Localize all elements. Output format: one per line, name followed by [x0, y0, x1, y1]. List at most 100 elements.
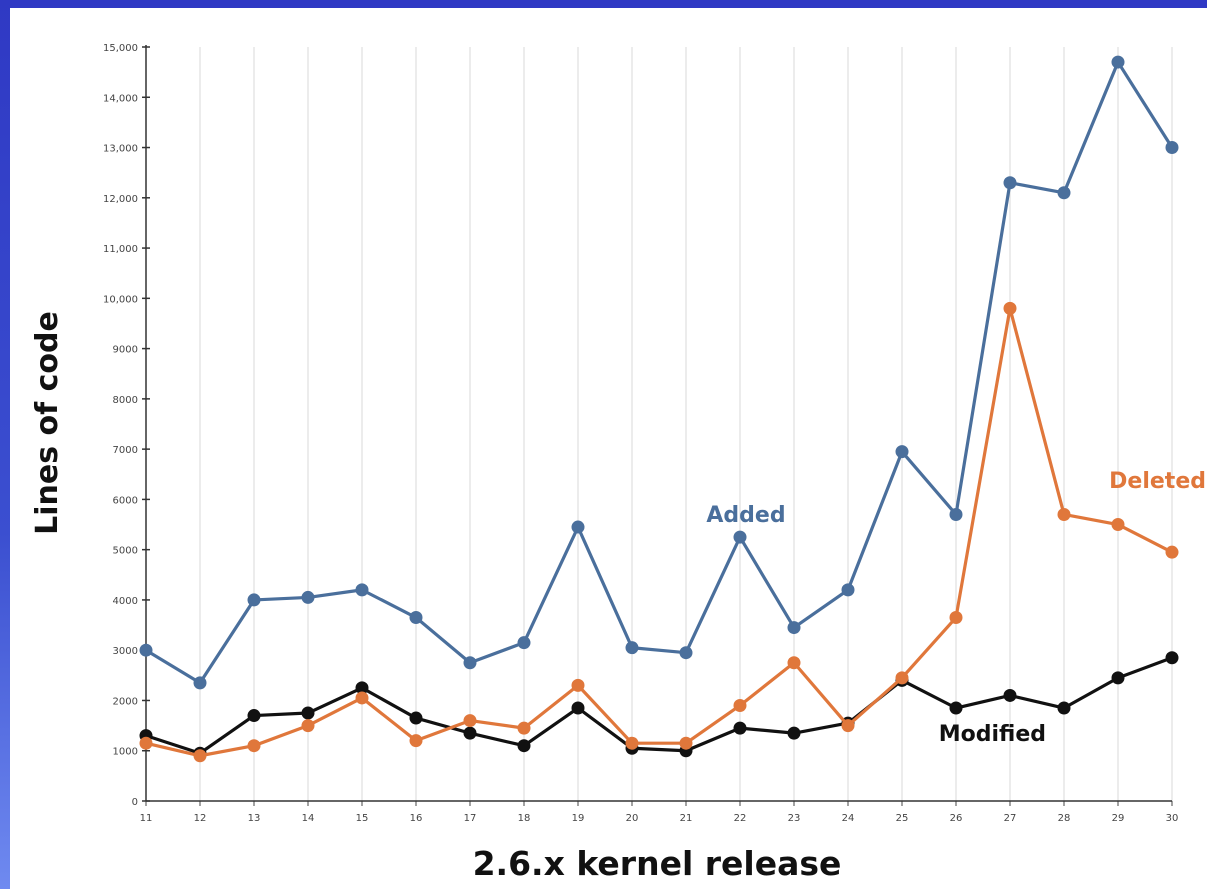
data-point-deleted: [355, 691, 369, 705]
data-point-deleted: [1057, 507, 1071, 521]
data-point-modified: [1003, 688, 1017, 702]
y-tick-label: 3000: [113, 646, 138, 657]
data-point-deleted: [301, 719, 315, 733]
y-tick-label: 13,000: [103, 144, 138, 155]
data-point-modified: [949, 701, 963, 715]
x-tick-label: 13: [248, 813, 261, 824]
x-tick-label: 28: [1058, 813, 1071, 824]
line-chart: 11 12 13 14 15 16 17 18 19 20 21 22 23 24 25 26 27 28 29 30…: [30, 43, 1206, 883]
data-point-deleted: [787, 656, 801, 670]
data-point-added: [409, 611, 423, 625]
x-tick-label: 20: [626, 813, 639, 824]
data-point-added: [841, 583, 855, 597]
data-point-deleted: [571, 678, 585, 692]
y-axis-title: Lines of code: [30, 311, 65, 535]
x-tick-label: 12: [194, 813, 207, 824]
data-point-added: [517, 636, 531, 650]
data-point-modified: [1111, 671, 1125, 685]
y-tick-label: 11,000: [103, 244, 138, 255]
axes: 11 12 13 14 15 16 17 18 19 20 21 22 23 24 25 26 27 28 29 30…: [103, 43, 1178, 824]
series-line-added: [145, 60, 1174, 685]
x-tick-label: 25: [896, 813, 909, 824]
data-point-added: [139, 643, 153, 657]
y-tick-label: 14,000: [103, 93, 138, 104]
data-point-modified: [571, 701, 585, 715]
data-point-added: [625, 641, 639, 655]
data-point-deleted: [517, 721, 531, 735]
x-tick-label: 22: [734, 813, 747, 824]
data-point-modified: [355, 681, 369, 695]
data-point-deleted: [247, 739, 261, 753]
series-labels: Added Deleted Modified: [706, 469, 1206, 747]
data-point-deleted: [733, 698, 747, 712]
data-point-deleted: [625, 736, 639, 750]
x-tick-label: 27: [1004, 813, 1017, 824]
y-tick-label: 6000: [113, 495, 138, 506]
data-point-deleted: [1003, 301, 1017, 315]
x-tick-label: 23: [788, 813, 801, 824]
x-tick-label: 16: [410, 813, 423, 824]
data-point-added: [733, 530, 747, 544]
y-tick-label: 5000: [113, 546, 138, 557]
data-point-added: [1111, 55, 1125, 69]
data-point-added: [895, 445, 909, 459]
data-point-added: [247, 593, 261, 607]
data-point-deleted: [139, 736, 153, 750]
series-line-modified: [145, 656, 1173, 755]
gridlines: [145, 47, 1173, 801]
y-tick-label: 12,000: [103, 194, 138, 205]
data-point-modified: [1057, 701, 1071, 715]
x-tick-label: 26: [950, 813, 963, 824]
series-lines: [139, 55, 1179, 763]
data-point-modified: [733, 721, 747, 735]
data-point-deleted: [193, 749, 207, 763]
data-point-deleted: [895, 671, 909, 685]
data-point-added: [787, 621, 801, 635]
data-point-added: [1057, 186, 1071, 200]
y-tick-label: 1000: [113, 747, 138, 758]
y-tick-label: 9000: [113, 345, 138, 356]
x-tick-label: 17: [464, 813, 477, 824]
y-tick-label: 7000: [113, 445, 138, 456]
data-point-modified: [787, 726, 801, 740]
x-tick-label: 18: [518, 813, 531, 824]
data-point-modified: [463, 726, 477, 740]
data-point-added: [193, 676, 207, 690]
series-line-deleted: [145, 306, 1173, 758]
x-tick-label: 15: [356, 813, 369, 824]
data-point-added: [1165, 141, 1179, 155]
series-label-modified: Modified: [939, 722, 1046, 747]
y-tick-label: 10,000: [103, 294, 138, 305]
x-tick-label: 30: [1166, 813, 1179, 824]
data-point-modified: [247, 709, 261, 723]
series-label-added: Added: [706, 503, 785, 528]
x-tick-label: 21: [680, 813, 693, 824]
y-tick-label: 0: [132, 797, 138, 808]
data-point-deleted: [409, 734, 423, 748]
x-tick-label: 19: [572, 813, 585, 824]
data-point-added: [355, 583, 369, 597]
x-tick-label: 14: [302, 813, 315, 824]
chart-frame: 11 12 13 14 15 16 17 18 19 20 21 22 23 24 25 26 27 28 29 30…: [10, 8, 1207, 889]
x-tick-label: 11: [140, 813, 153, 824]
data-point-added: [571, 520, 585, 534]
data-point-modified: [409, 711, 423, 725]
data-point-added: [301, 590, 315, 604]
data-point-deleted: [1111, 518, 1125, 532]
data-point-modified: [517, 739, 531, 753]
data-point-added: [1003, 176, 1017, 190]
data-point-added: [463, 656, 477, 670]
data-point-modified: [301, 706, 315, 720]
y-tick-label: 4000: [113, 596, 138, 607]
y-tick-label: 2000: [113, 696, 138, 707]
series-label-deleted: Deleted: [1109, 469, 1206, 494]
y-tick-label: 8000: [113, 395, 138, 406]
x-tick-label: 24: [842, 813, 855, 824]
data-point-deleted: [841, 719, 855, 733]
data-point-added: [679, 646, 693, 660]
data-point-deleted: [1165, 545, 1179, 559]
y-tick-label: 15,000: [103, 43, 138, 54]
x-tick-label: 29: [1112, 813, 1125, 824]
data-point-modified: [1165, 651, 1179, 665]
data-point-added: [949, 507, 963, 521]
